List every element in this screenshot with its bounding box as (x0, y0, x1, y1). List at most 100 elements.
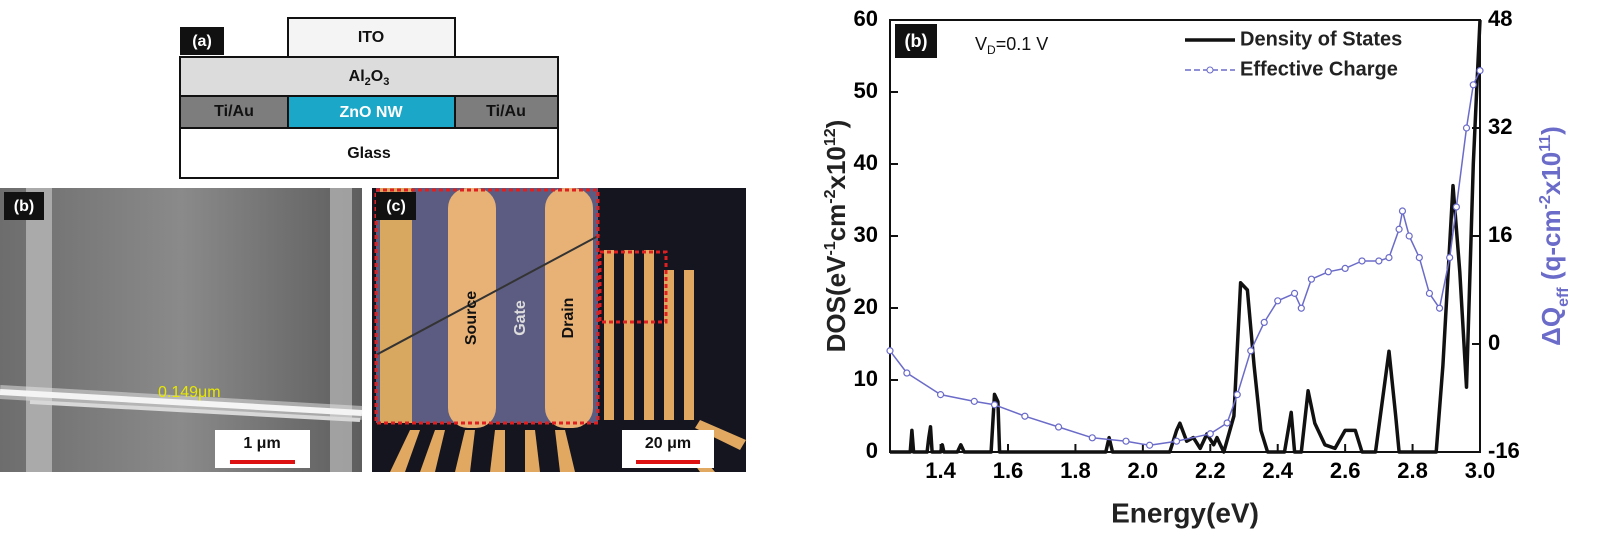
x-tick-label: 1.4 (925, 458, 956, 483)
nanowire (29, 400, 361, 422)
panel-label-box (4, 192, 44, 220)
axis-label: ΔQeff (q-cm-2x1011) (1536, 126, 1572, 346)
label-part: 12 (822, 128, 839, 146)
data-point (886, 347, 894, 355)
label-part: -2 (822, 189, 839, 203)
label-part: ΔQ (1536, 307, 1566, 346)
zoom-box (374, 188, 600, 425)
layer-label: Al2O3 (349, 68, 390, 88)
data-point (1145, 441, 1154, 449)
layer-label: Ti/Au (214, 103, 254, 120)
y-tick-label: 40 (854, 150, 878, 175)
label-part: (q-cm (1536, 209, 1566, 287)
panel-label: (a) (192, 33, 212, 50)
zoom-box (598, 250, 668, 324)
y-tick-label: 60 (854, 6, 878, 31)
x-tick-label: 2.4 (1262, 458, 1293, 483)
label-part: x10 (821, 146, 851, 189)
label-part: DOS(eV (821, 255, 851, 352)
x-tick-label: 2.8 (1397, 458, 1428, 483)
x-tick-label: 2.6 (1330, 458, 1361, 483)
optical-image: Source Gate Drain (c) 20 μm (372, 188, 746, 472)
data-point (1415, 254, 1423, 262)
panel-label-box (895, 24, 937, 58)
data-point (1469, 81, 1477, 89)
data-point (1341, 264, 1349, 272)
label-part: Al (349, 68, 365, 85)
y2-tick-label: 16 (1488, 222, 1512, 247)
data-point (1021, 412, 1029, 420)
data-point (1290, 289, 1299, 297)
data-point (1375, 257, 1383, 265)
scale-bar-label: 20 μm (645, 435, 691, 452)
glass-layer (179, 127, 559, 179)
y-tick-label: 50 (854, 78, 878, 103)
panel-label: (b) (14, 198, 34, 215)
data-point (970, 397, 978, 405)
data-point (1395, 225, 1403, 233)
data-point (1122, 437, 1130, 445)
data-point (1307, 275, 1316, 283)
data-point (1324, 268, 1332, 276)
y2-tick-label: 32 (1488, 114, 1512, 139)
label-part: -1 (822, 241, 839, 255)
legend-label: Density of States (1240, 28, 1402, 50)
panel-label: (c) (386, 198, 406, 215)
x-tick-label: 3.0 (1465, 458, 1496, 483)
layer-label: ITO (358, 29, 384, 46)
label-part: cm (821, 204, 851, 242)
electrode (448, 188, 496, 428)
label-part: O (371, 68, 383, 85)
data-point (1206, 430, 1214, 438)
label-part: 2 (365, 76, 371, 88)
x-tick-label: 2.2 (1195, 458, 1226, 483)
scale-bar-label: 1 μm (243, 435, 280, 452)
sem-background (0, 188, 362, 472)
data-point (1358, 257, 1366, 265)
nanowire (375, 234, 601, 356)
legend-marker (1206, 66, 1214, 74)
data-point (936, 391, 945, 399)
label-part: -2 (1537, 195, 1554, 209)
y-tick-label: 30 (854, 222, 878, 247)
y-tick-label: 0 (866, 438, 878, 463)
data-point (1446, 254, 1454, 262)
data-point (1452, 203, 1461, 211)
label-part: 11 (1537, 135, 1554, 152)
layer-label: Ti/Au (486, 103, 526, 120)
data-point (1297, 304, 1305, 312)
data-point (1247, 347, 1255, 355)
data-point (1088, 434, 1096, 442)
label-part: eff (1555, 287, 1572, 307)
device-diagram: (a) ITO Al2O3 Ti/Au ZnO NW Ti/Au Glass (179, 17, 559, 179)
electrode-label: Drain (560, 298, 577, 339)
data-point (1435, 304, 1444, 312)
measurement: 0.149μm (158, 384, 221, 401)
electrode-label: Source (463, 291, 480, 345)
plot-frame (889, 19, 1481, 453)
panel-label: (b) (905, 31, 928, 51)
data-point (990, 401, 999, 409)
data-point (1405, 232, 1413, 240)
nanowire (0, 389, 363, 416)
panel-label-box (180, 27, 224, 55)
electrode-label: Gate (512, 300, 529, 336)
x-tick-label: 2.0 (1128, 458, 1159, 483)
label-part: x10 (1536, 152, 1566, 195)
data-point (1462, 124, 1471, 132)
data-point (1385, 254, 1393, 262)
sem-image: (b) 0.149μm 1 μm (0, 188, 363, 472)
x-tick-label: 1.6 (993, 458, 1024, 483)
ito-layer (287, 17, 456, 58)
data-point (1260, 318, 1268, 326)
legend-label: Effective Charge (1240, 58, 1398, 80)
axis-label: DOS(eV-1cm-2x1012) (821, 120, 851, 353)
series-line (890, 19, 1482, 454)
data-point (1274, 297, 1282, 305)
electrode-edge (26, 188, 52, 472)
data-point (1476, 67, 1484, 75)
layer-label: ZnO NW (339, 104, 403, 121)
data-point (1223, 419, 1231, 427)
data-point (1172, 437, 1181, 445)
x-axis-label: Energy(eV) (1111, 497, 1259, 528)
